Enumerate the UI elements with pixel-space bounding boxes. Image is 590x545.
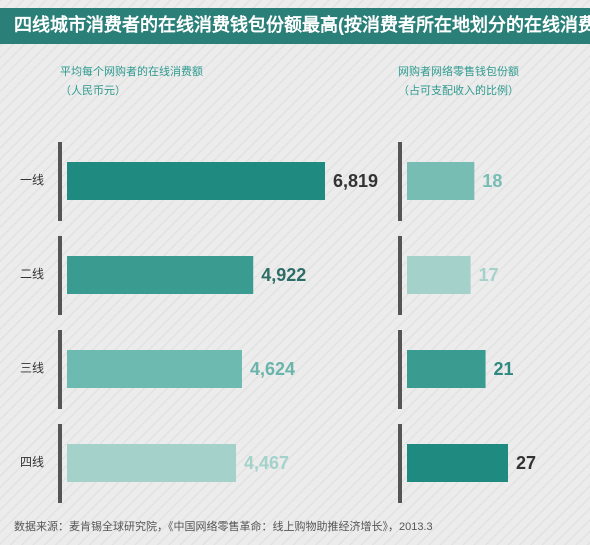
row-divider [58, 424, 62, 503]
row-divider [398, 142, 402, 221]
bar [67, 256, 254, 294]
panel-subtitle: （人民币元） [60, 84, 126, 97]
category-label: 二线 [20, 267, 44, 281]
bar [67, 444, 237, 482]
row-divider [398, 236, 402, 315]
row-divider [58, 142, 62, 221]
title-banner [0, 8, 590, 44]
value-label: 27 [516, 453, 536, 473]
value-label: 4,467 [244, 453, 289, 473]
bar [407, 162, 475, 200]
bar [67, 162, 325, 200]
panel-title: 平均每个网购者的在线消费额 [60, 64, 203, 78]
panel-subtitle: （占可支配收入的比例） [398, 83, 519, 97]
value-label: 4,624 [250, 359, 295, 379]
row-divider [58, 236, 62, 315]
panel-title: 网购者网络零售钱包份额 [398, 64, 519, 78]
value-label: 21 [494, 359, 514, 379]
value-label: 17 [479, 265, 499, 285]
row-divider [398, 424, 402, 503]
category-label: 三线 [20, 361, 44, 375]
value-label: 6,819 [333, 171, 378, 191]
category-label: 四线 [20, 455, 44, 469]
bar [407, 256, 471, 294]
bar [407, 444, 508, 482]
value-label: 18 [482, 171, 502, 191]
value-label: 4,922 [261, 265, 306, 285]
chart-title: 四线城市消费者的在线消费钱包份额最高(按消费者所在地划分的在线消费) [14, 14, 590, 35]
bar [67, 350, 242, 388]
row-divider [58, 330, 62, 409]
source-note: 数据来源：麦肯锡全球研究院，《中国网络零售革命：线上购物助推经济增长》，2013… [14, 519, 433, 533]
row-divider [398, 330, 402, 409]
category-label: 一线 [20, 173, 44, 187]
bar [407, 350, 486, 388]
